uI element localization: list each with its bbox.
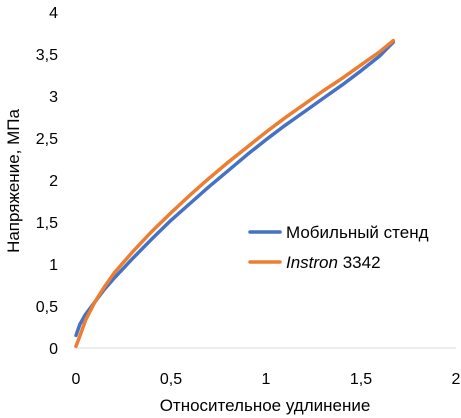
y-tick-label: 2,5 xyxy=(36,131,58,148)
y-tick-label: 3 xyxy=(49,89,58,106)
x-axis-title: Относительное удлинение xyxy=(160,396,371,415)
y-tick-label: 1,5 xyxy=(36,215,58,232)
y-axis-title: Напряжение, МПа xyxy=(4,109,23,253)
y-tick-label: 4 xyxy=(49,5,58,22)
legend-label-text: Мобильный стенд xyxy=(286,223,429,242)
y-tick-labels: 0 0,5 1 1,5 2 2,5 3 3,5 4 xyxy=(36,5,58,358)
y-tick-label: 0,5 xyxy=(36,299,58,316)
x-tick-label: 0 xyxy=(72,371,81,388)
x-tick-labels: 0 0,5 1 1,5 2 xyxy=(72,371,461,388)
series-line-2 xyxy=(74,38,396,349)
series-layer xyxy=(74,38,396,349)
x-tick-label: 2 xyxy=(452,371,461,388)
x-tick-label: 1,5 xyxy=(350,371,372,388)
legend-label-2: Instron 3342 xyxy=(286,253,381,272)
legend-label-italic: Instron xyxy=(286,253,338,272)
legend-label-text: 3342 xyxy=(338,253,381,272)
y-tick-label: 0 xyxy=(49,341,58,358)
x-tick-label: 1 xyxy=(262,371,271,388)
y-tick-label: 2 xyxy=(49,173,58,190)
y-tick-label: 3,5 xyxy=(36,47,58,64)
y-tick-label: 1 xyxy=(49,257,58,274)
series-line-1 xyxy=(74,40,396,338)
x-tick-label: 0,5 xyxy=(160,371,182,388)
legend-label-1: Мобильный стенд xyxy=(286,223,429,242)
legend: Мобильный стенд Instron 3342 xyxy=(248,223,429,272)
